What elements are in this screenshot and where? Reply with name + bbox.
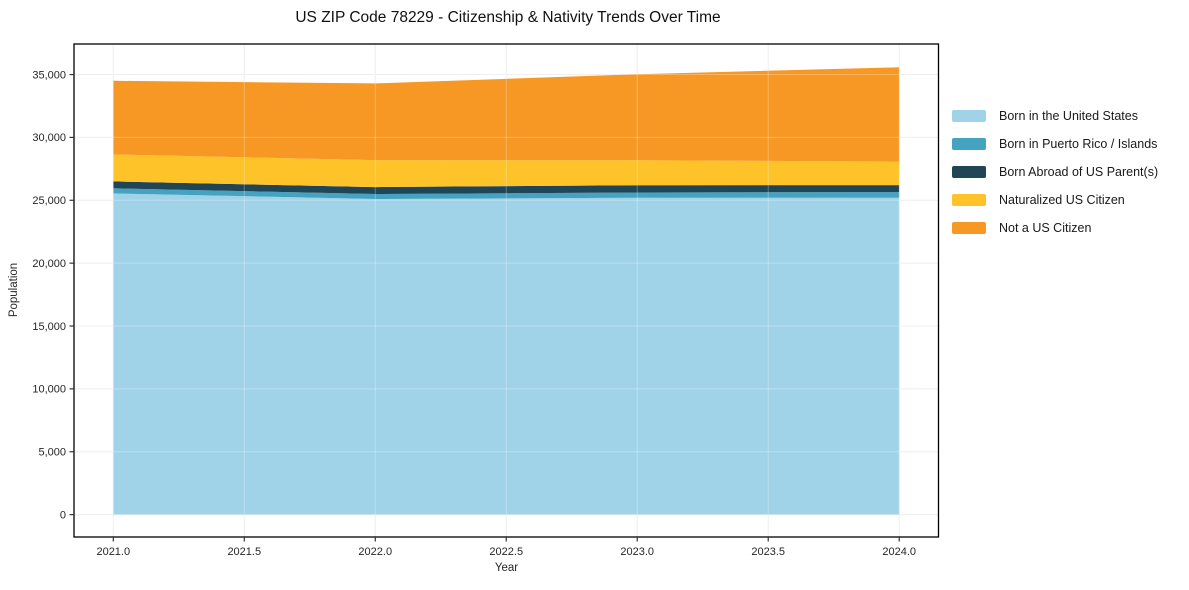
legend-label: Not a US Citizen: [999, 221, 1092, 235]
y-tick-label: 10,000: [32, 384, 66, 396]
legend-item: Born in Puerto Rico / Islands: [952, 130, 1158, 158]
y-axis-label: Population: [8, 262, 20, 318]
y-tick-label: 35,000: [32, 69, 66, 81]
y-tick-label: 30,000: [32, 132, 66, 144]
legend-swatch: [952, 222, 986, 234]
x-tick-label: 2023.5: [751, 546, 785, 558]
x-axis-label: Year: [494, 562, 519, 574]
y-tick-label: 15,000: [32, 321, 66, 333]
y-tick-label: 5,000: [38, 447, 66, 459]
y-tick-label: 25,000: [32, 195, 66, 207]
legend-item: Not a US Citizen: [952, 214, 1158, 242]
x-tick-label: 2022.0: [358, 546, 392, 558]
x-tick-label: 2022.5: [489, 546, 523, 558]
legend-swatch: [952, 110, 986, 122]
legend-label: Naturalized US Citizen: [999, 193, 1125, 207]
legend: Born in the United States Born in Puerto…: [952, 102, 1158, 242]
area-born-in-puerto-rico-islands: [113, 188, 900, 199]
legend-label: Born in the United States: [999, 109, 1138, 123]
legend-swatch: [952, 138, 986, 150]
legend-item: Naturalized US Citizen: [952, 186, 1158, 214]
x-tick-label: 2021.5: [227, 546, 261, 558]
legend-label: Born in Puerto Rico / Islands: [999, 137, 1158, 151]
y-tick-label: 20,000: [32, 258, 66, 270]
y-tick-label: 0: [60, 509, 66, 521]
area-born-abroad-of-us-parent-s: [113, 181, 900, 194]
area-not-a-us-citizen: [113, 67, 900, 162]
legend-item: Born in the United States: [952, 102, 1158, 130]
x-tick-label: 2024.0: [882, 546, 916, 558]
x-tick-label: 2023.0: [620, 546, 654, 558]
legend-item: Born Abroad of US Parent(s): [952, 158, 1158, 186]
chart-title: US ZIP Code 78229 - Citizenship & Nativi…: [295, 9, 721, 26]
legend-swatch: [952, 194, 986, 206]
x-tick-label: 2021.0: [96, 546, 130, 558]
legend-swatch: [952, 166, 986, 178]
legend-label: Born Abroad of US Parent(s): [999, 165, 1159, 179]
area-born-in-the-united-states: [113, 193, 900, 515]
area-naturalized-us-citizen: [113, 154, 900, 188]
